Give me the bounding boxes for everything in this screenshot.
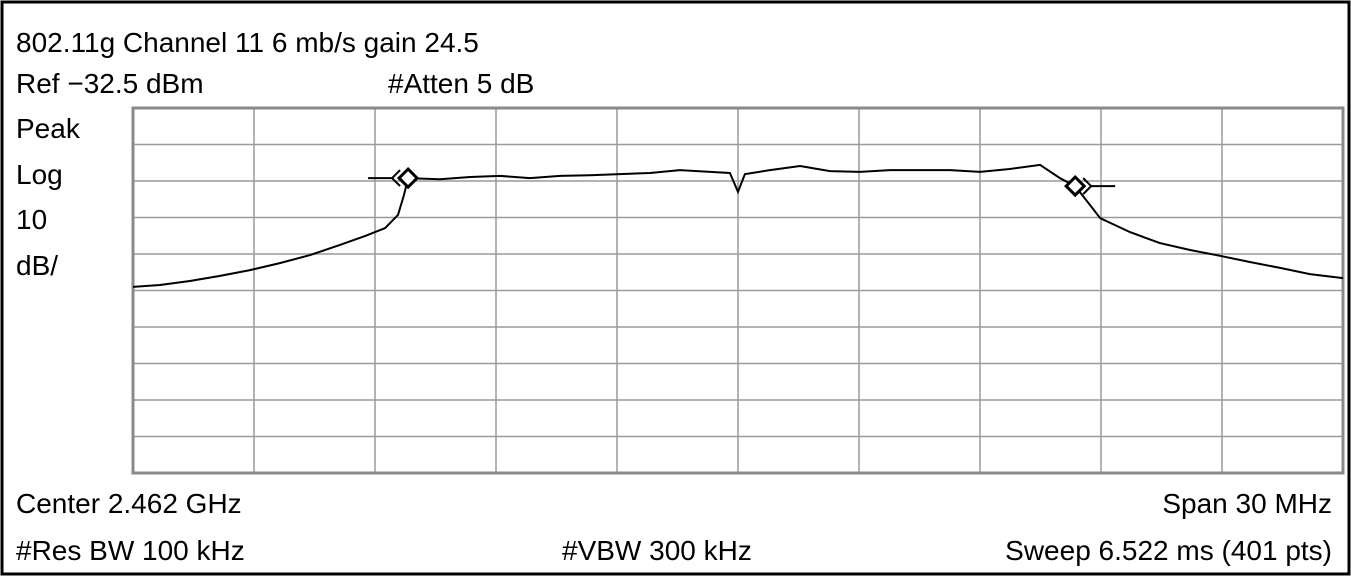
span: Span 30 MHz [1162,488,1332,519]
detector: Peak [16,113,81,144]
attenuation: #Atten 5 dB [388,68,534,99]
marker-arrow [1082,177,1116,195]
trace [132,163,1344,288]
center-freq: Center 2.462 GHz [16,488,242,519]
marker [1064,174,1087,198]
res-bw: #Res BW 100 kHz [16,535,245,566]
plot-frame [131,106,1345,475]
scale-type: Log [16,159,63,190]
scale-unit: dB/ [16,250,58,281]
chart-title: 802.11g Channel 11 6 mb/s gain 24.5 [16,27,479,58]
sweep: Sweep 6.522 ms (401 pts) [1005,535,1332,566]
marker [396,166,420,190]
ref-level: Ref −32.5 dBm [16,68,204,99]
vbw: #VBW 300 kHz [562,535,752,566]
scale-div: 10 [16,204,47,235]
marker-arrow [368,169,401,187]
